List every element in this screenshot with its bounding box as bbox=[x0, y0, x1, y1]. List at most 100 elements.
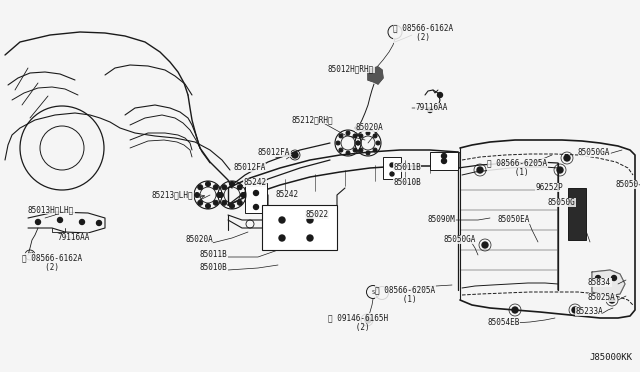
Circle shape bbox=[241, 192, 246, 198]
Text: 85090M: 85090M bbox=[428, 215, 456, 224]
Circle shape bbox=[307, 217, 313, 223]
Circle shape bbox=[353, 134, 357, 138]
Text: 85242: 85242 bbox=[243, 178, 266, 187]
Circle shape bbox=[339, 134, 343, 138]
Circle shape bbox=[213, 200, 218, 205]
Text: 85050EA: 85050EA bbox=[498, 215, 531, 224]
Circle shape bbox=[195, 192, 200, 198]
Circle shape bbox=[279, 217, 285, 223]
Circle shape bbox=[365, 317, 371, 323]
Text: 79116AA: 79116AA bbox=[58, 233, 90, 242]
Circle shape bbox=[355, 125, 360, 131]
Text: 85012H〈RH〉: 85012H〈RH〉 bbox=[328, 64, 374, 73]
Circle shape bbox=[339, 148, 343, 152]
Text: 85050GA: 85050GA bbox=[578, 148, 611, 157]
Circle shape bbox=[205, 203, 211, 208]
Text: Ⓡ 08566-6162A
     (2): Ⓡ 08566-6162A (2) bbox=[393, 23, 453, 42]
Circle shape bbox=[307, 235, 313, 241]
Text: 85012FA: 85012FA bbox=[233, 163, 266, 172]
Bar bbox=[262, 205, 337, 250]
Circle shape bbox=[253, 190, 259, 196]
Circle shape bbox=[221, 185, 227, 190]
Circle shape bbox=[438, 93, 442, 97]
Text: Ⓢ 08566-6205A
      (1): Ⓢ 08566-6205A (1) bbox=[375, 285, 435, 304]
Circle shape bbox=[213, 185, 218, 190]
Text: 85022: 85022 bbox=[305, 210, 328, 219]
Text: 85020A: 85020A bbox=[355, 123, 383, 132]
Circle shape bbox=[428, 108, 433, 112]
Circle shape bbox=[442, 154, 447, 158]
Circle shape bbox=[205, 182, 211, 186]
Bar bbox=[430, 152, 458, 170]
Text: 85050: 85050 bbox=[615, 180, 638, 189]
Text: 85012FA: 85012FA bbox=[258, 148, 291, 157]
Bar bbox=[568, 188, 586, 240]
Text: S: S bbox=[28, 253, 31, 257]
Text: 85010B: 85010B bbox=[200, 263, 228, 272]
Circle shape bbox=[390, 163, 394, 167]
Circle shape bbox=[221, 200, 227, 205]
Circle shape bbox=[237, 200, 243, 205]
Circle shape bbox=[356, 141, 360, 145]
Circle shape bbox=[198, 200, 203, 205]
Circle shape bbox=[376, 141, 380, 145]
Circle shape bbox=[609, 297, 615, 303]
Text: 85011B: 85011B bbox=[393, 163, 420, 172]
Circle shape bbox=[79, 219, 84, 224]
Circle shape bbox=[359, 148, 363, 152]
Circle shape bbox=[442, 158, 447, 164]
Circle shape bbox=[230, 203, 234, 208]
Circle shape bbox=[611, 276, 616, 280]
Circle shape bbox=[336, 141, 340, 145]
Text: 85011B: 85011B bbox=[200, 250, 228, 259]
Circle shape bbox=[218, 192, 223, 198]
Circle shape bbox=[595, 276, 600, 280]
Text: 85213〈LH〉: 85213〈LH〉 bbox=[152, 190, 194, 199]
Text: 85212〈RH〉: 85212〈RH〉 bbox=[292, 115, 333, 124]
Circle shape bbox=[366, 131, 370, 135]
Text: S: S bbox=[371, 289, 374, 295]
Polygon shape bbox=[368, 67, 383, 84]
Text: 85025A: 85025A bbox=[588, 293, 616, 302]
Circle shape bbox=[216, 192, 221, 198]
Text: 85013H〈LH〉: 85013H〈LH〉 bbox=[28, 205, 74, 214]
Circle shape bbox=[373, 134, 377, 138]
Circle shape bbox=[572, 307, 578, 313]
Text: Ⓢ 08566-6205A
      (1): Ⓢ 08566-6205A (1) bbox=[487, 158, 547, 177]
Circle shape bbox=[359, 134, 363, 138]
Circle shape bbox=[512, 307, 518, 313]
Text: 85010B: 85010B bbox=[393, 178, 420, 187]
Text: Ⓡ 09146-6165H
      (2): Ⓡ 09146-6165H (2) bbox=[328, 313, 388, 333]
Circle shape bbox=[292, 152, 298, 158]
Text: 85242: 85242 bbox=[275, 190, 298, 199]
Circle shape bbox=[477, 167, 483, 173]
Circle shape bbox=[237, 185, 243, 190]
Text: R: R bbox=[393, 29, 397, 35]
Circle shape bbox=[373, 148, 377, 152]
Circle shape bbox=[279, 235, 285, 241]
Text: 85834: 85834 bbox=[588, 278, 611, 287]
Circle shape bbox=[198, 185, 203, 190]
Circle shape bbox=[346, 131, 350, 135]
Text: 85050GA: 85050GA bbox=[443, 235, 476, 244]
Text: 85054EB: 85054EB bbox=[487, 318, 520, 327]
Text: 96252P: 96252P bbox=[535, 183, 563, 192]
Circle shape bbox=[390, 172, 394, 176]
Circle shape bbox=[230, 182, 234, 186]
Circle shape bbox=[346, 151, 350, 155]
Circle shape bbox=[35, 219, 40, 224]
Polygon shape bbox=[592, 270, 625, 296]
Text: B: B bbox=[365, 317, 369, 323]
Circle shape bbox=[353, 148, 357, 152]
Text: 79116AA: 79116AA bbox=[415, 103, 447, 112]
Circle shape bbox=[366, 151, 370, 155]
Text: 85020A: 85020A bbox=[185, 235, 212, 244]
Bar bbox=[245, 183, 267, 213]
Circle shape bbox=[253, 205, 259, 209]
Circle shape bbox=[97, 221, 102, 225]
Circle shape bbox=[482, 242, 488, 248]
Circle shape bbox=[557, 167, 563, 173]
Text: Ⓡ 08566-6162A
     (2): Ⓡ 08566-6162A (2) bbox=[22, 253, 82, 272]
Text: 85233A: 85233A bbox=[575, 307, 603, 316]
Text: 85050G: 85050G bbox=[548, 198, 576, 207]
